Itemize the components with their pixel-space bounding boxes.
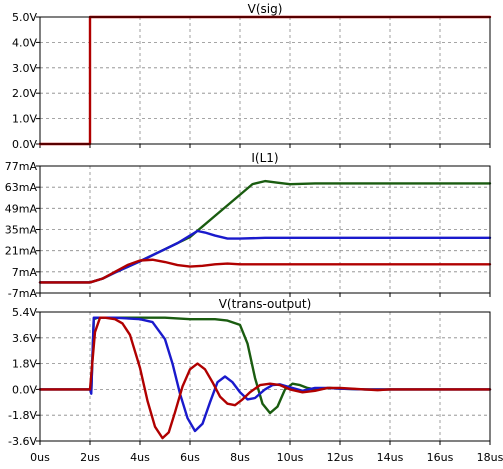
y-tick-label: 3.6V (12, 332, 37, 345)
plot-frame (39, 16, 491, 145)
y-tick-label: 77mA (5, 160, 38, 173)
series-line-3 (38, 258, 492, 284)
pane-title: I(L1) (251, 151, 278, 165)
x-tick-label: 12us (327, 451, 354, 464)
y-tick-label: 63mA (5, 181, 38, 194)
x-tick-label: 8us (230, 451, 250, 464)
y-tick-label: 35mA (5, 224, 38, 237)
y-tick-label: -7mA (8, 287, 38, 300)
plot-frame (39, 311, 491, 442)
x-tick-label: 16us (427, 451, 454, 464)
series-line-3 (38, 316, 492, 440)
series-line-2 (38, 316, 492, 433)
series-line-1 (38, 15, 492, 146)
y-tick-label: 4.0V (12, 36, 37, 49)
x-tick-label: 14us (377, 451, 404, 464)
y-tick-label: 7mA (12, 266, 38, 279)
y-tick-label: 3.0V (12, 62, 37, 75)
y-tick-label: 0.0V (12, 138, 37, 151)
series-line-1 (38, 316, 492, 415)
y-tick-label: 1.8V (12, 358, 37, 371)
y-tick-label: 2.0V (12, 87, 37, 100)
pane-title: V(sig) (248, 2, 283, 16)
series-line-1 (38, 179, 492, 284)
y-tick-label: -1.8V (8, 409, 37, 422)
x-tick-label: 4us (130, 451, 150, 464)
x-tick-label: 0us (30, 451, 50, 464)
y-tick-label: 0.0V (12, 383, 37, 396)
y-tick-label: 1.0V (12, 113, 37, 126)
pane-3: V(trans-output) 5.4V 3.6V 1.8V 0.0V -1.8V -3.6… (8, 297, 503, 464)
pane-title: V(trans-output) (219, 297, 312, 311)
y-tick-label: -3.6V (8, 435, 37, 448)
y-tick-label: 5.0V (12, 11, 37, 24)
y-tick-label: 5.4V (12, 306, 37, 319)
x-tick-label: 10us (277, 451, 304, 464)
plot-frame (39, 165, 491, 294)
pane-1: V(sig) 5.0V 4.0V 3.0V 2.0V 1.0V 0.0V (12, 2, 492, 151)
y-tick-label: 21mA (5, 245, 38, 258)
x-tick-label: 2us (80, 451, 100, 464)
y-tick-label: 49mA (5, 202, 38, 215)
pane-2: I(L1) 77mA 63mA 49mA 35mA 21mA 7mA -7mA (5, 151, 492, 300)
x-tick-label: 18us (477, 451, 503, 464)
x-tick-label: 6us (180, 451, 200, 464)
